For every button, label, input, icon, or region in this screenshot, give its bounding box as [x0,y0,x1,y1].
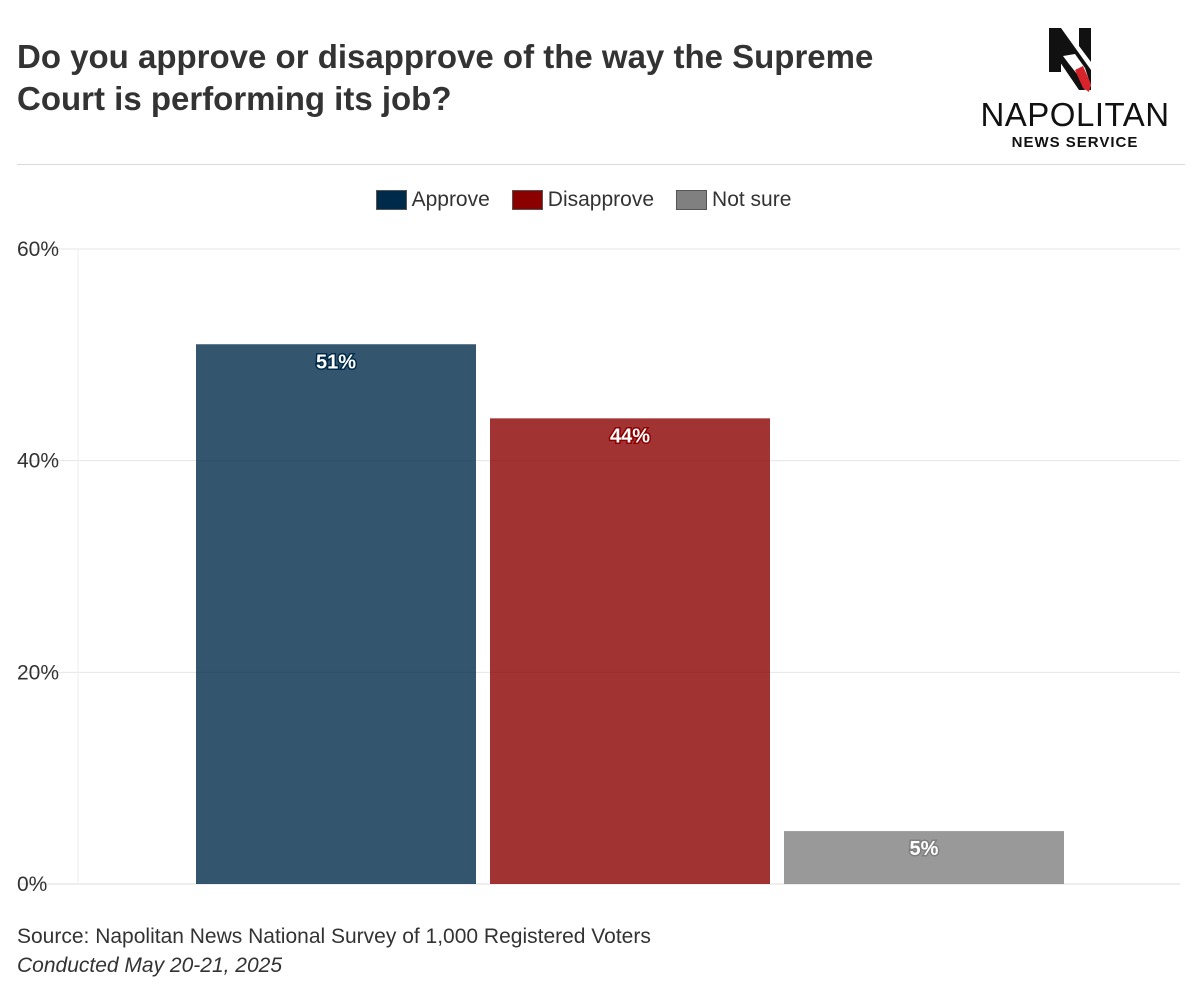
bar-disapprove [490,418,770,884]
bar-data-label: 5% [910,838,939,860]
source-note: Source: Napolitan News National Survey o… [17,925,651,948]
bar-not-sure [784,831,1064,884]
chart-legend: Approve Disapprove Not sure [0,188,1167,212]
y-tick-label: 60% [17,238,59,261]
legend-label-not-sure: Not sure [712,188,792,211]
legend-label-approve: Approve [411,188,490,211]
y-tick-label: 20% [17,661,59,684]
survey-date-note: Conducted May 20-21, 2025 [17,954,283,977]
logo-subtitle: NEWS SERVICE [1011,134,1139,151]
napolitan-logo: NAPOLITAN NEWS SERVICE [975,26,1175,154]
header-divider [17,164,1185,165]
legend-swatch-disapprove [511,190,543,210]
logo-wordmark: NAPOLITAN [980,96,1170,133]
chart-title: Do you approve or disapprove of the way … [17,38,874,117]
eagle-n-logo-icon [1049,28,1091,92]
legend-swatch-not-sure [676,190,708,210]
bar-chart: 0% 20% 40% 60% 51% 44% 5% [17,238,1180,896]
bar-data-label: 44% [610,425,650,447]
bar-data-label: 51% [316,351,356,373]
legend-item-approve: Approve [375,188,490,212]
y-tick-label: 0% [17,873,47,896]
legend-item-not-sure: Not sure [676,188,791,212]
legend-item-disapprove: Disapprove [511,188,655,212]
chart-footer: Source: Napolitan News National Survey o… [17,922,651,980]
bar-approve [196,344,476,884]
legend-label-disapprove: Disapprove [547,188,655,211]
legend-swatch-approve [375,190,407,210]
y-tick-label: 40% [17,450,59,473]
